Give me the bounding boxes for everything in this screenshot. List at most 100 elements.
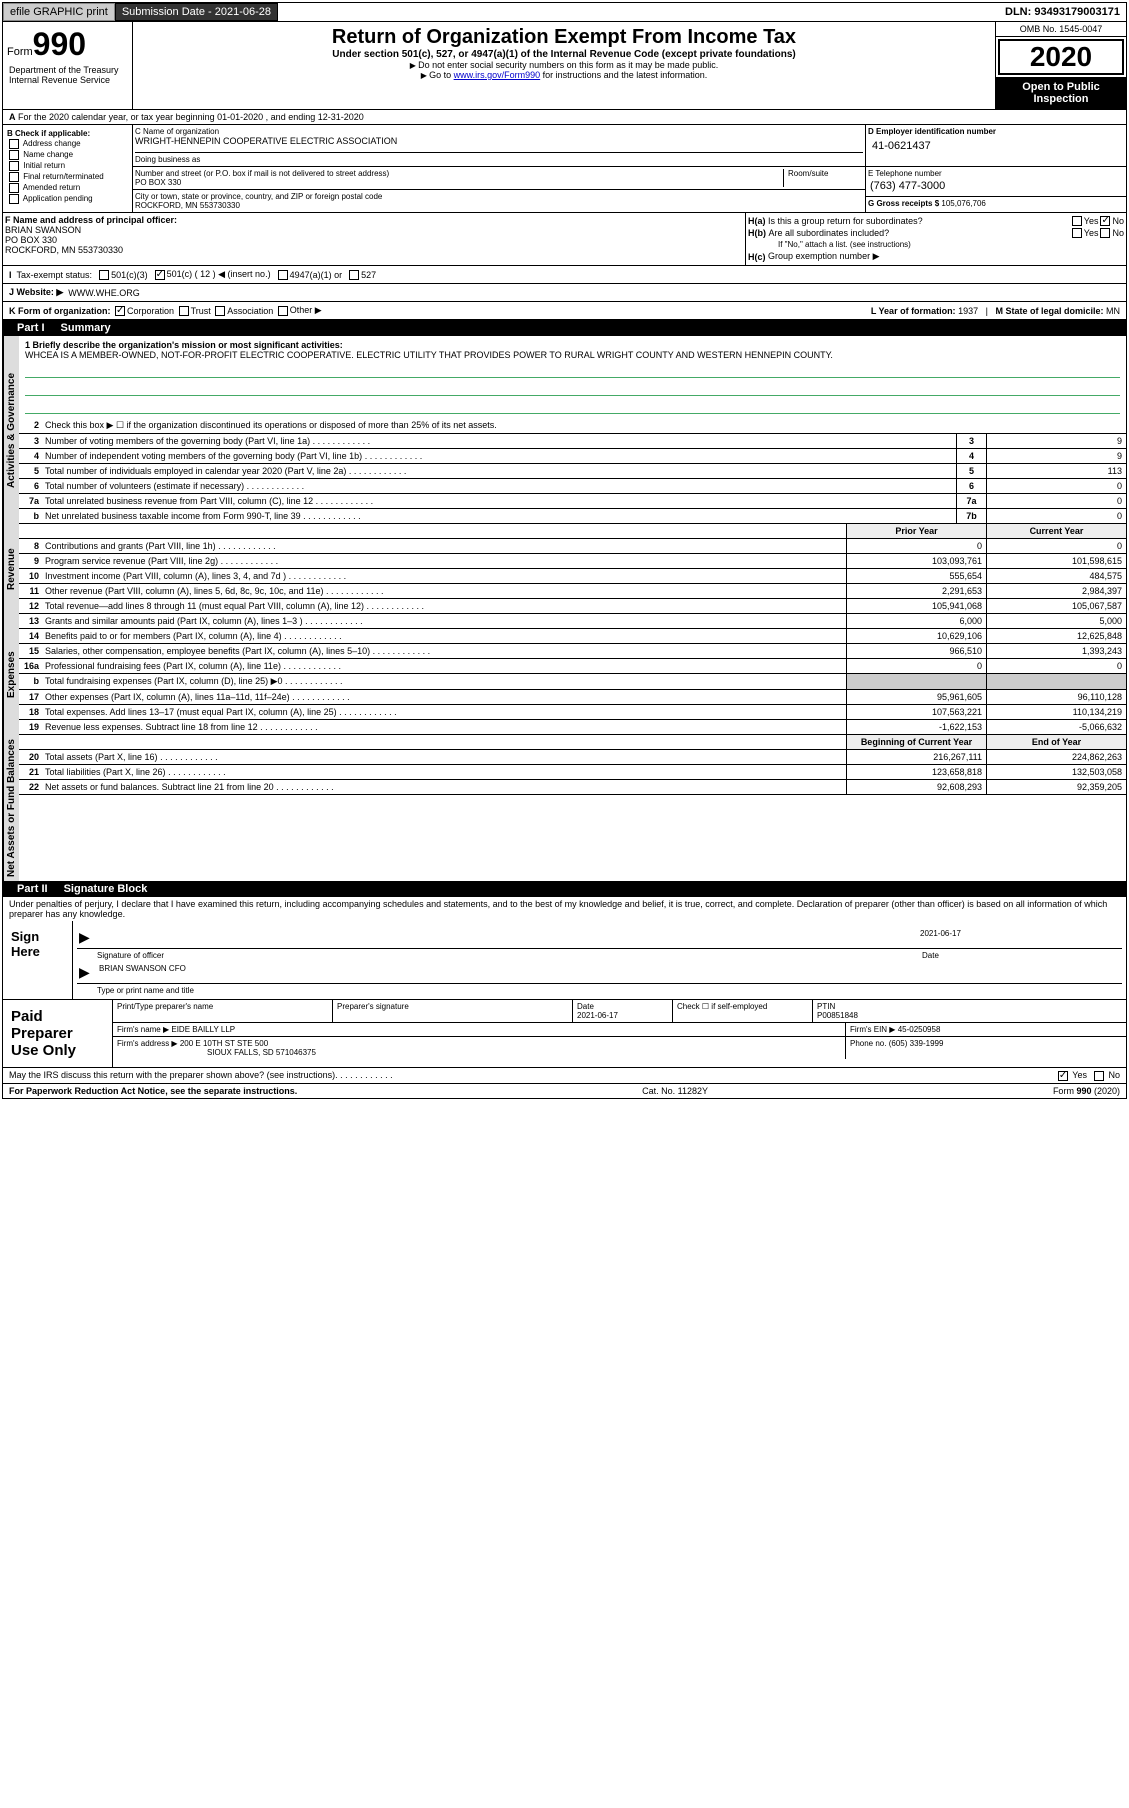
officer-addr2: ROCKFORD, MN 553730330 <box>5 245 123 255</box>
footer-row: For Paperwork Reduction Act Notice, see … <box>3 1083 1126 1098</box>
officer-box: F Name and address of principal officer:… <box>3 213 746 265</box>
gov-row-3: 3Number of voting members of the governi… <box>19 434 1126 449</box>
l-value: 1937 <box>958 306 978 316</box>
money-row-14: 14Benefits paid to or for members (Part … <box>19 629 1126 644</box>
cb-address-change[interactable]: Address change <box>7 139 128 149</box>
k-label: K Form of organization: <box>9 306 111 316</box>
firm-phone-value: (605) 339-1999 <box>889 1039 944 1048</box>
paid-preparer-block: Paid Preparer Use Only Print/Type prepar… <box>3 1000 1126 1068</box>
website-value: WWW.WHE.ORG <box>68 288 140 298</box>
officer-label: F Name and address of principal officer: <box>5 215 177 225</box>
cat-no: Cat. No. 11282Y <box>642 1086 708 1096</box>
dln-label: DLN: 93493179003171 <box>999 4 1126 20</box>
form-footer: Form 990 (2020) <box>1053 1086 1120 1096</box>
vert-netassets: Net Assets or Fund Balances <box>3 735 19 881</box>
addr-value: PO BOX 330 <box>135 178 783 187</box>
dba-label: Doing business as <box>135 152 863 164</box>
signature-block: Under penalties of perjury, I declare th… <box>3 897 1126 1000</box>
eoy-hdr: End of Year <box>986 735 1126 749</box>
current-year-hdr: Current Year <box>986 524 1126 538</box>
discuss-row: May the IRS discuss this return with the… <box>3 1068 1126 1083</box>
cb-initial-return[interactable]: Initial return <box>7 161 128 171</box>
telephone-box: E Telephone number (763) 477-3000 G Gros… <box>866 167 1126 212</box>
cb-pending[interactable]: Application pending <box>7 194 128 204</box>
tax-year: 2020 <box>998 39 1124 75</box>
declaration-text: Under penalties of perjury, I declare th… <box>3 897 1126 921</box>
open-public: Open to Public Inspection <box>996 77 1126 109</box>
gov-row-6: 6Total number of volunteers (estimate if… <box>19 479 1126 494</box>
gov-row-2: 2Check this box ▶ ☐ if the organization … <box>19 418 1126 434</box>
cb-corp[interactable] <box>115 306 125 316</box>
revenue-block: Revenue Prior Year Current Year 8Contrib… <box>3 524 1126 614</box>
prep-date-value: 2021-06-17 <box>577 1011 618 1020</box>
sig-arrow2-icon: ▶ <box>79 964 99 981</box>
money-row-20: 20Total assets (Part X, line 16) 216,267… <box>19 750 1126 765</box>
hb-note: If "No," attach a list. (see instruction… <box>748 239 1124 250</box>
cb-final-return[interactable]: Final return/terminated <box>7 172 128 182</box>
money-row-22: 22Net assets or fund balances. Subtract … <box>19 780 1126 795</box>
mission-label: 1 Briefly describe the organization's mi… <box>25 340 343 350</box>
website-label: J Website: ▶ <box>9 287 63 298</box>
vert-expenses: Expenses <box>3 614 19 735</box>
cb-trust[interactable] <box>179 306 189 316</box>
gov-row-b: bNet unrelated business taxable income f… <box>19 509 1126 524</box>
cb-other[interactable] <box>278 306 288 316</box>
form-title: Return of Organization Exempt From Incom… <box>137 26 991 49</box>
efile-badge: efile GRAPHIC print <box>3 3 115 21</box>
discuss-yes[interactable] <box>1058 1071 1068 1081</box>
hb-no[interactable] <box>1100 228 1110 238</box>
org-name-box: C Name of organization WRIGHT-HENNEPIN C… <box>133 125 866 167</box>
mission-block: 1 Briefly describe the organization's mi… <box>19 336 1126 418</box>
org-name-value: WRIGHT-HENNEPIN COOPERATIVE ELECTRIC ASS… <box>135 136 863 146</box>
cb-4947[interactable] <box>278 270 288 280</box>
row-a-tax-year: A For the 2020 calendar year, or tax yea… <box>3 110 1126 125</box>
col-b-checkboxes: B Check if applicable: Address change Na… <box>3 125 133 212</box>
topbar: efile GRAPHIC print Submission Date - 20… <box>3 3 1126 22</box>
form-990-page: efile GRAPHIC print Submission Date - 20… <box>2 2 1127 1099</box>
firm-addr-value: 200 E 10TH ST STE 500 <box>180 1039 268 1048</box>
firm-ein-value: 45-0250958 <box>898 1025 941 1034</box>
cb-assoc[interactable] <box>215 306 225 316</box>
cb-name-change[interactable]: Name change <box>7 150 128 160</box>
money-row-8: 8Contributions and grants (Part VIII, li… <box>19 539 1126 554</box>
sig-officer-label: Signature of officer <box>97 951 164 960</box>
money-row-10: 10Investment income (Part VIII, column (… <box>19 569 1126 584</box>
cb-501c3[interactable] <box>99 270 109 280</box>
money-row-11: 11Other revenue (Part VIII, column (A), … <box>19 584 1126 599</box>
tel-label: E Telephone number <box>868 169 1124 178</box>
ha-no[interactable] <box>1100 216 1110 226</box>
ein-box: D Employer identification number 41-0621… <box>866 125 1126 167</box>
money-row-16a: 16aProfessional fundraising fees (Part I… <box>19 659 1126 674</box>
part1-title: Summary <box>61 322 111 334</box>
room-label: Room/suite <box>783 169 863 187</box>
form-header: Form990 Department of the Treasury Inter… <box>3 22 1126 110</box>
gross-value: 105,076,706 <box>941 199 986 208</box>
firm-addr-label: Firm's address ▶ <box>117 1039 178 1048</box>
discuss-no[interactable] <box>1094 1071 1104 1081</box>
money-row-13: 13Grants and similar amounts paid (Part … <box>19 614 1126 629</box>
paid-title: Paid Preparer Use Only <box>3 1000 113 1067</box>
submission-date: Submission Date - 2021-06-28 <box>115 3 278 21</box>
city-label: City or town, state or province, country… <box>135 192 382 201</box>
money-row-b: bTotal fundraising expenses (Part IX, co… <box>19 674 1126 690</box>
ha-yes[interactable] <box>1072 216 1082 226</box>
h-box: H(a) Is this a group return for subordin… <box>746 213 1126 265</box>
officer-name: BRIAN SWANSON <box>5 225 81 235</box>
col-c-d-e-g: C Name of organization WRIGHT-HENNEPIN C… <box>133 125 1126 212</box>
tel-value: (763) 477-3000 <box>868 178 1124 194</box>
discuss-text: May the IRS discuss this return with the… <box>9 1070 335 1081</box>
firm-name-label: Firm's name ▶ <box>117 1025 169 1034</box>
irs-link[interactable]: www.irs.gov/Form990 <box>454 70 541 80</box>
hb-yes[interactable] <box>1072 228 1082 238</box>
form-title-box: Return of Organization Exempt From Incom… <box>133 22 996 109</box>
cb-501c[interactable] <box>155 270 165 280</box>
hb-label: Are all subordinates included? <box>769 228 1070 238</box>
address-box: Number and street (or P.O. box if mail i… <box>133 167 866 212</box>
preparer-sig-label: Preparer's signature <box>333 1000 573 1022</box>
money-row-19: 19Revenue less expenses. Subtract line 1… <box>19 720 1126 735</box>
netassets-block: Net Assets or Fund Balances Beginning of… <box>3 735 1126 881</box>
money-row-21: 21Total liabilities (Part X, line 26) 12… <box>19 765 1126 780</box>
cb-amended[interactable]: Amended return <box>7 183 128 193</box>
cb-527[interactable] <box>349 270 359 280</box>
gov-row-7a: 7aTotal unrelated business revenue from … <box>19 494 1126 509</box>
